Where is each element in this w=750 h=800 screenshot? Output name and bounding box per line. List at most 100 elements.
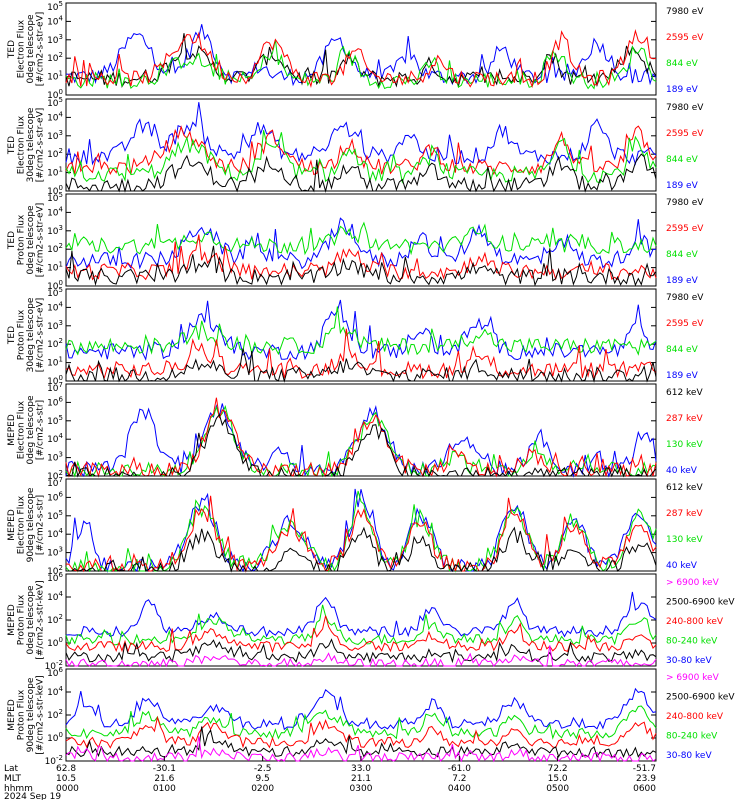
y-tick-label: 100 bbox=[47, 636, 63, 649]
legend-entry: 2595 eV bbox=[666, 224, 704, 234]
series-trace-red bbox=[65, 328, 657, 380]
plot-frame bbox=[65, 478, 657, 572]
y-axis-label: MEPEDProton Flux90deg telescope[#/cm2-s-… bbox=[7, 675, 46, 754]
x-tick-hhmm: 0300 bbox=[350, 784, 373, 794]
legend-entry: 40 keV bbox=[666, 561, 698, 571]
y-tick-label: 105 bbox=[47, 191, 63, 204]
series-trace-green bbox=[65, 130, 657, 184]
legend-entry: 7980 eV bbox=[666, 198, 704, 208]
x-tick-lat: 62.8 bbox=[56, 764, 76, 774]
series-trace-black bbox=[65, 413, 657, 478]
y-axis-label: MEPEDElectron Flux0deg telescope[#/cm2-s… bbox=[7, 395, 46, 465]
legend-entry: 844 eV bbox=[666, 59, 699, 69]
y-tick-label: 103 bbox=[47, 33, 63, 46]
y-tick-label: 107 bbox=[47, 476, 63, 489]
y-tick-label: 102 bbox=[47, 613, 63, 626]
series-trace-black bbox=[65, 245, 657, 287]
legend-entry: 612 keV bbox=[666, 388, 703, 398]
y-tick-label: 102 bbox=[47, 337, 63, 350]
x-tick-mlt: 21.1 bbox=[351, 774, 371, 784]
y-tick-label: 104 bbox=[47, 14, 63, 27]
y-tick-label: 10-2 bbox=[45, 754, 63, 767]
legend-entry: 2595 eV bbox=[666, 129, 704, 139]
legend-entry: 2500-6900 keV bbox=[666, 693, 735, 703]
y-tick-label: 102 bbox=[47, 242, 63, 255]
legend-entry: 287 keV bbox=[666, 414, 703, 424]
legend-entry: 7980 eV bbox=[666, 103, 704, 113]
legend-entry: > 6900 keV bbox=[666, 578, 720, 588]
y-tick-label: 101 bbox=[47, 166, 63, 179]
legend-entry: 189 eV bbox=[666, 85, 699, 95]
x-tick-mlt: 10.5 bbox=[56, 774, 76, 784]
y-tick-label: 100 bbox=[47, 279, 63, 292]
legend-entry: 7980 eV bbox=[666, 293, 704, 303]
y-tick-label: 104 bbox=[47, 300, 63, 313]
y-tick-label: 103 bbox=[47, 224, 63, 237]
series-trace-blue bbox=[65, 102, 657, 166]
series-trace-green bbox=[65, 221, 657, 256]
date-label: 2024 Sep 19 bbox=[4, 792, 61, 800]
y-tick-label: 102 bbox=[47, 469, 63, 482]
legend-entry: 80-240 keV bbox=[666, 637, 718, 647]
legend-entry: 189 eV bbox=[666, 276, 699, 286]
y-tick-label: 103 bbox=[47, 546, 63, 559]
x-tick-hhmm: 0600 bbox=[633, 784, 656, 794]
series-trace-magenta bbox=[65, 645, 657, 668]
y-tick-label: 105 bbox=[47, 509, 63, 522]
x-row-label-mlt: MLT bbox=[4, 774, 22, 784]
legend-entry: 844 eV bbox=[666, 250, 699, 260]
y-tick-label: 103 bbox=[47, 451, 63, 464]
y-tick-label: 104 bbox=[47, 110, 63, 123]
plot-frame bbox=[65, 573, 657, 667]
y-tick-label: 106 bbox=[47, 395, 63, 408]
y-tick-label: 104 bbox=[47, 685, 63, 698]
y-tick-label: 104 bbox=[47, 432, 63, 445]
series-trace-red bbox=[65, 615, 657, 654]
y-axis-label: TEDProton Flux0deg telescope[#/cm2-s-str… bbox=[7, 203, 46, 278]
series-trace-black bbox=[65, 638, 657, 664]
series-trace-red bbox=[65, 397, 657, 478]
y-tick-label: 106 bbox=[47, 490, 63, 503]
x-row-label-lat: Lat bbox=[4, 764, 19, 774]
x-tick-hhmm: 0000 bbox=[56, 784, 79, 794]
plot-frame bbox=[65, 383, 657, 477]
series-trace-blue bbox=[65, 591, 657, 638]
y-tick-label: 103 bbox=[47, 129, 63, 142]
series-trace-green bbox=[65, 306, 657, 356]
x-tick-lat: 72.2 bbox=[548, 764, 568, 774]
x-tick-lat: -2.5 bbox=[254, 764, 272, 774]
legend-entry: 2595 eV bbox=[666, 319, 704, 329]
y-axis-label: TEDElectron Flux30deg telescope[#/cm2-s-… bbox=[7, 107, 46, 182]
series-trace-green bbox=[65, 604, 657, 647]
x-tick-mlt: 23.9 bbox=[636, 774, 656, 784]
legend-entry: 2500-6900 keV bbox=[666, 598, 735, 608]
y-tick-label: 101 bbox=[47, 70, 63, 83]
y-axis-label: MEPEDProton Flux0deg telescope[#/cm2-s-s… bbox=[7, 580, 46, 659]
legend-entry: 240-800 keV bbox=[666, 712, 724, 722]
y-tick-label: 100 bbox=[47, 731, 63, 744]
x-row-label-hhmm: hhmm bbox=[4, 784, 33, 794]
series-trace-red bbox=[65, 495, 657, 573]
y-tick-label: 102 bbox=[47, 564, 63, 577]
x-tick-lat: -51.7 bbox=[633, 764, 656, 774]
series-trace-blue bbox=[65, 687, 657, 731]
legend-entry: 844 eV bbox=[666, 345, 699, 355]
y-tick-label: 102 bbox=[47, 147, 63, 160]
legend-entry: 189 eV bbox=[666, 371, 699, 381]
legend-entry: 130 keV bbox=[666, 535, 703, 545]
plot-frame bbox=[65, 98, 657, 192]
y-tick-label: 104 bbox=[47, 527, 63, 540]
x-tick-hhmm: 0100 bbox=[153, 784, 176, 794]
x-tick-hhmm: 0200 bbox=[251, 784, 274, 794]
x-tick-lat: -30.1 bbox=[153, 764, 176, 774]
y-tick-label: 105 bbox=[47, 96, 63, 109]
